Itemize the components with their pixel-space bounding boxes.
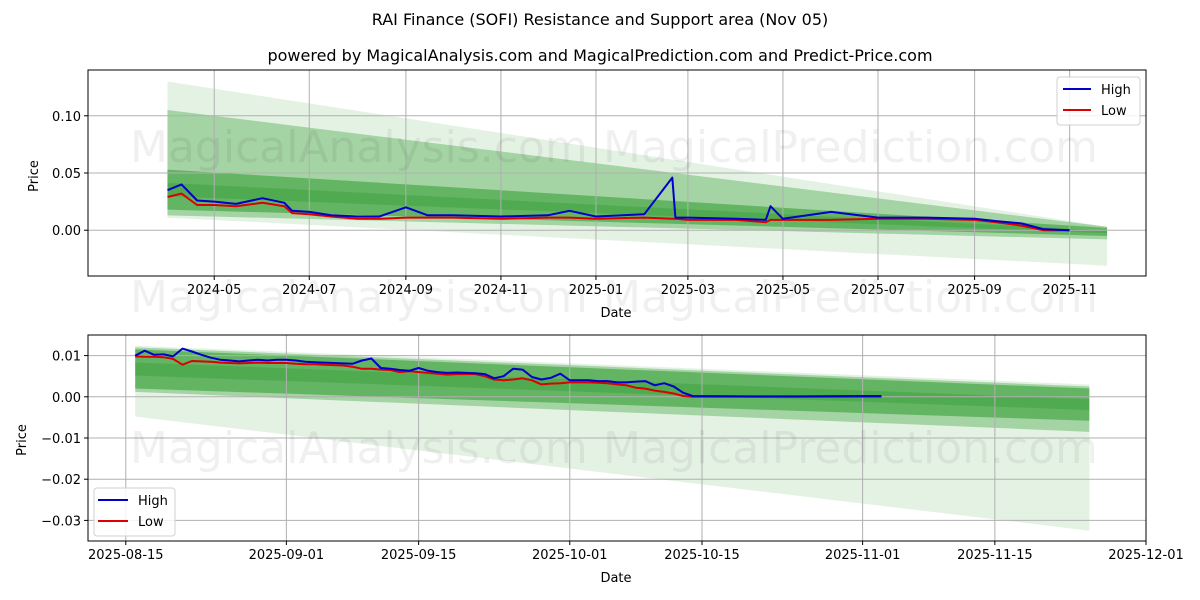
- legend: High Low: [1056, 76, 1141, 126]
- svg-text:2025-11-01: 2025-11-01: [825, 548, 901, 563]
- svg-text:2025-12-01: 2025-12-01: [1108, 548, 1184, 563]
- svg-text:MagicalAnalysis.com: MagicalAnalysis.com: [130, 272, 588, 323]
- x-axis-ticks: 2024-05 2024-07 2024-09 2024-11 2025-01 2025-…: [187, 276, 1097, 298]
- svg-text:2025-09-01: 2025-09-01: [249, 548, 325, 563]
- svg-text:2024-05: 2024-05: [187, 283, 241, 298]
- support-resistance-bands: [167, 81, 1108, 266]
- svg-text:2024-07: 2024-07: [282, 283, 336, 298]
- watermark: MagicalAnalysis.com MagicalPrediction.co…: [130, 122, 1098, 323]
- high-price-line: [134, 347, 882, 398]
- svg-text:0.01: 0.01: [52, 350, 81, 365]
- svg-text:2025-03: 2025-03: [661, 283, 715, 298]
- svg-text:2025-05: 2025-05: [756, 283, 810, 298]
- svg-text:2025-11: 2025-11: [1042, 283, 1096, 298]
- svg-text:−0.02: −0.02: [41, 473, 81, 488]
- y-axis-label: Price: [15, 424, 30, 456]
- x-axis-ticks: 2025-08-15 2025-09-01 2025-09-15 2025-10-01…: [88, 541, 1184, 563]
- svg-text:2025-07: 2025-07: [851, 283, 905, 298]
- svg-text:MagicalAnalysis.com: MagicalAnalysis.com: [130, 122, 588, 173]
- legend-low-label: Low: [138, 515, 164, 530]
- chart-subtitle: powered by MagicalAnalysis.com and Magic…: [267, 46, 933, 65]
- legend-high-label: High: [1101, 83, 1131, 98]
- x-axis-label: Date: [600, 571, 631, 586]
- low-price-line: [135, 355, 882, 398]
- low-price-line: [167, 192, 1070, 232]
- svg-text:−0.01: −0.01: [41, 432, 81, 447]
- svg-text:−0.03: −0.03: [41, 514, 81, 529]
- y-axis-ticks: 0.00 0.05 0.10: [52, 110, 88, 239]
- legend-low-label: Low: [1101, 104, 1127, 119]
- legend-high-label: High: [138, 494, 168, 509]
- svg-text:2024-11: 2024-11: [474, 283, 528, 298]
- svg-text:2025-08-15: 2025-08-15: [88, 548, 164, 563]
- price-lines: [134, 347, 882, 398]
- watermark: MagicalAnalysis.com MagicalPrediction.co…: [130, 423, 1098, 474]
- top-price-chart: MagicalAnalysis.com MagicalPrediction.co…: [27, 69, 1147, 323]
- svg-text:0.10: 0.10: [52, 110, 81, 125]
- svg-text:2025-09: 2025-09: [947, 283, 1001, 298]
- bottom-price-chart: MagicalAnalysis.com MagicalPrediction.co…: [15, 334, 1184, 586]
- svg-text:2025-01: 2025-01: [569, 283, 623, 298]
- y-axis-label: Price: [27, 160, 42, 192]
- svg-text:2025-10-01: 2025-10-01: [532, 548, 608, 563]
- chart-title: RAI Finance (SOFI) Resistance and Suppor…: [371, 10, 829, 29]
- svg-text:0.00: 0.00: [52, 224, 81, 239]
- svg-text:0.00: 0.00: [52, 391, 81, 406]
- svg-text:MagicalPrediction.com: MagicalPrediction.com: [603, 423, 1098, 474]
- svg-text:MagicalPrediction.com: MagicalPrediction.com: [603, 122, 1098, 173]
- y-axis-ticks: −0.03 −0.02 −0.01 0.00 0.01: [41, 350, 88, 529]
- svg-text:MagicalPrediction.com: MagicalPrediction.com: [603, 272, 1098, 323]
- high-price-line: [167, 176, 1070, 232]
- svg-text:0.05: 0.05: [52, 167, 81, 182]
- price-lines: [167, 176, 1070, 232]
- x-axis-label: Date: [600, 306, 631, 321]
- grid-lines: [88, 335, 1147, 541]
- svg-text:2025-09-15: 2025-09-15: [381, 548, 457, 563]
- legend: High Low: [93, 487, 176, 537]
- grid-lines: [88, 70, 1146, 276]
- svg-text:2025-10-15: 2025-10-15: [664, 548, 740, 563]
- svg-text:2024-09: 2024-09: [379, 283, 433, 298]
- svg-text:2025-11-15: 2025-11-15: [957, 548, 1033, 563]
- svg-text:MagicalAnalysis.com: MagicalAnalysis.com: [130, 423, 588, 474]
